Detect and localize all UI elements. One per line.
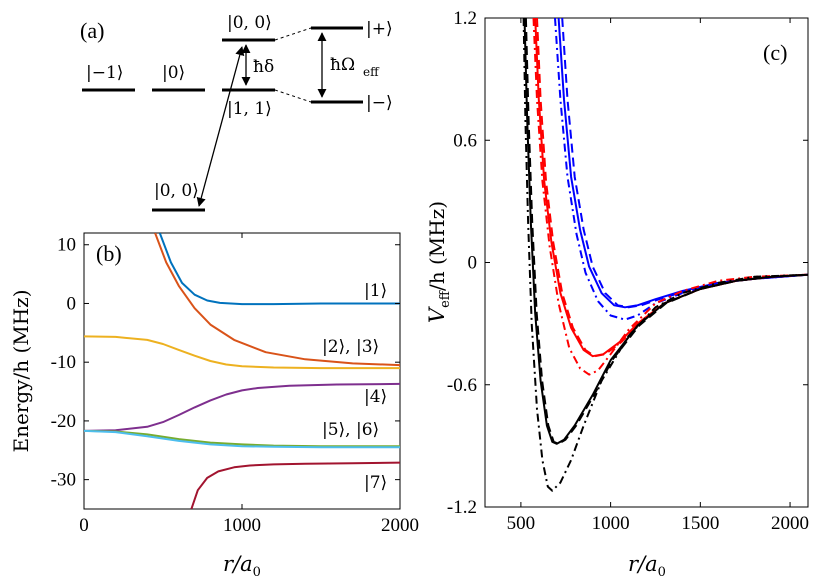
panel-b-series-2	[154, 233, 400, 367]
panel-b-ytick-label: 0	[67, 293, 77, 314]
panel-c-series-black-dashdot	[522, 18, 808, 492]
panel-b-ticks: 0 1000 2000 10 0 -10 -20 -30	[51, 233, 419, 536]
panel-b-ylabel: Energy/h (MHz)	[9, 289, 33, 452]
panel-b-frame	[83, 232, 401, 510]
level-0-label: |0⟩	[162, 63, 185, 83]
panel-b-ytick-label: 10	[57, 235, 76, 256]
panel-c-series-red-dashed	[536, 18, 808, 358]
level-00-lower-label: |0, 0⟩	[154, 181, 199, 201]
level-11-label: |1, 1⟩	[227, 99, 272, 119]
panel-b-series-6	[84, 429, 400, 449]
panel-b-xtick-label: 2000	[381, 515, 419, 536]
panel-c-series-group	[522, 18, 808, 492]
panel-c-ylabel-tail: /h (MHz)	[425, 201, 449, 291]
panel-c-series-black-dashed	[524, 18, 808, 445]
dashed-connector-lower	[274, 89, 312, 103]
panel-b-series-group	[84, 233, 400, 509]
omega-subscript: eff	[363, 65, 380, 79]
panel-b-xtick-label: 1000	[223, 515, 261, 536]
state-label-1: |1⟩	[364, 281, 387, 301]
panel-a-diagram: (a) |−1⟩ |0⟩ |0, 0⟩ |1, 1⟩ ħδ |+⟩ |−⟩ ħΩ…	[80, 13, 393, 212]
panel-c-ytick-label: 1.2	[453, 8, 477, 29]
panel-b-xlabel: r/a0	[223, 552, 261, 580]
panel-c-ytick-label: 0.6	[453, 130, 477, 151]
panel-c-xlabel-main: r/a	[628, 552, 658, 576]
panel-a-label: (a)	[80, 18, 104, 43]
panel-b-series-3	[84, 335, 400, 370]
panel-b-series-1	[158, 233, 400, 306]
panel-c-ytick-label: 0	[468, 253, 478, 274]
panel-b-xlabel-main: r/a	[223, 552, 253, 576]
panel-c-xtick-label: 2000	[771, 513, 809, 534]
panel-c-xlabel: r/a0	[628, 552, 666, 580]
panel-c-ylabel-main: V	[425, 306, 449, 323]
level-m1-label: |−1⟩	[86, 63, 123, 83]
panel-b-label: (b)	[96, 241, 122, 266]
level-plus-label: |+⟩	[366, 19, 393, 39]
omega-label: ħΩ	[330, 55, 355, 75]
state-label-7: |7⟩	[364, 473, 387, 493]
panel-c-xtick-label: 1000	[592, 513, 630, 534]
transition-arrow	[196, 46, 245, 207]
panel-c-ytick-label: -1.2	[447, 497, 477, 518]
panel-c-xlabel-sub: 0	[658, 565, 666, 580]
level-minus-label: |−⟩	[366, 93, 393, 113]
panel-c-chart: 500 1000 1500 2000 1.2 0.6 0 -0.6 -1.2 (c) Veff/…	[425, 8, 809, 580]
panel-b-chart: 0 1000 2000 10 0 -10 -20 -30 (b) |1⟩ |2⟩, |3⟩ |…	[9, 232, 419, 580]
state-label-56: |5⟩, |6⟩	[322, 420, 379, 440]
state-label-4: |4⟩	[364, 387, 387, 407]
panel-c-series-black-solid	[523, 18, 808, 445]
panel-c-xtick-label: 500	[507, 513, 536, 534]
panel-c-xtick-label: 1500	[681, 513, 719, 534]
panel-c-label: (c)	[763, 40, 787, 65]
panel-b-series-4	[84, 382, 400, 432]
panel-b-ytick-label: -20	[51, 411, 76, 432]
state-label-23: |2⟩, |3⟩	[322, 337, 379, 357]
panel-c-ylabel-sub: eff	[438, 289, 453, 308]
panel-b-xlabel-sub: 0	[253, 565, 261, 580]
panel-c-ylabel: Veff/h (MHz)	[425, 201, 453, 323]
panel-b-series-7	[190, 461, 400, 509]
panel-c-ticks: 500 1000 1500 2000 1.2 0.6 0 -0.6 -1.2	[447, 8, 809, 534]
panel-b-xtick-label: 0	[79, 515, 89, 536]
delta-label: ħδ	[253, 57, 274, 77]
panel-b-ytick-label: -30	[51, 470, 76, 491]
dashed-connector-upper	[274, 27, 312, 41]
panel-b-ytick-label: -10	[51, 352, 76, 373]
level-00-upper-label: |0, 0⟩	[227, 13, 272, 33]
panel-c-ytick-label: -0.6	[447, 375, 477, 396]
